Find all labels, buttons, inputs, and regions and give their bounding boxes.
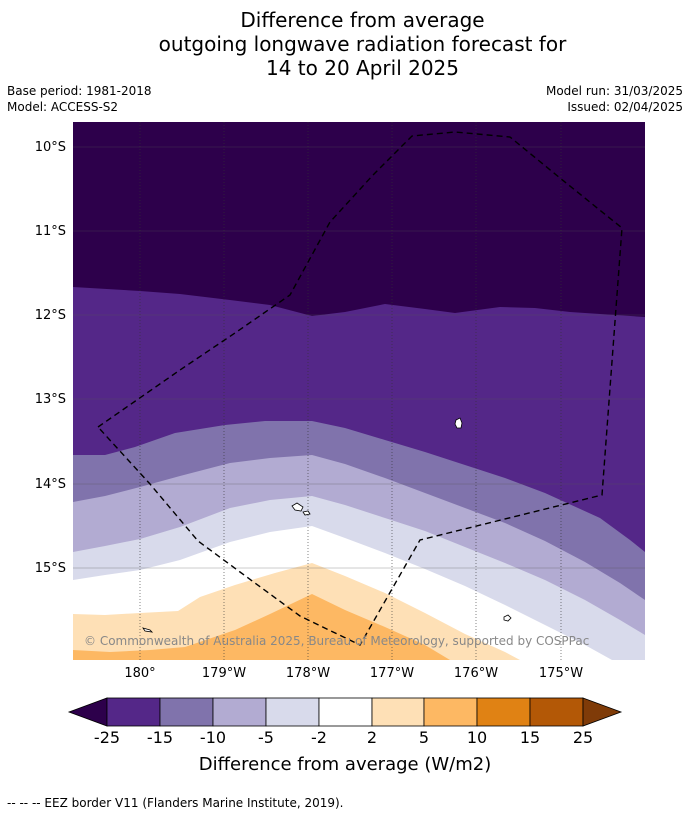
island-west xyxy=(142,627,154,633)
colorbar-tick: 15 xyxy=(520,728,540,747)
colorbar-segment xyxy=(371,697,425,727)
lat-axis-labels: 10°S 11°S 12°S 13°S 14°S 15°S xyxy=(35,140,66,576)
meta-left: Base period: 1981-2018 Model: ACCESS-S2 xyxy=(7,83,152,115)
lon-label: 178°W xyxy=(286,666,330,681)
colorbar xyxy=(67,697,623,727)
lon-label: 179°W xyxy=(202,666,246,681)
colorbar-tick-labels: -25 -15 -10 -5 -2 2 5 10 15 25 xyxy=(94,728,593,747)
colorbar-tick: -10 xyxy=(200,728,226,747)
colorbar-tick: 10 xyxy=(467,728,487,747)
colorbar-extend-high xyxy=(582,697,623,727)
colorbar-segment xyxy=(318,697,373,727)
islands xyxy=(142,417,512,633)
lon-axis-labels: 180° 179°W 178°W 177°W 176°W 175°W xyxy=(124,666,583,681)
island-north xyxy=(454,417,463,429)
island-east xyxy=(503,614,512,622)
colorbar-segment xyxy=(476,697,531,727)
lon-label: 177°W xyxy=(370,666,414,681)
title-line-2: outgoing longwave radiation forecast for xyxy=(158,32,567,56)
colorbar-segment xyxy=(265,697,320,727)
lat-label: 14°S xyxy=(35,477,66,492)
colorbar-segment xyxy=(212,697,267,727)
model-name: Model: ACCESS-S2 xyxy=(7,100,119,114)
island-central xyxy=(291,502,304,512)
colorbar-segment xyxy=(423,697,478,727)
lat-label: 12°S xyxy=(35,308,66,323)
eez-border xyxy=(96,131,623,646)
meta-right: Model run: 31/03/2025 Issued: 02/04/2025 xyxy=(546,83,683,115)
lat-label: 13°S xyxy=(35,392,66,407)
title-line-1: Difference from average xyxy=(240,8,485,32)
colorbar-tick: -15 xyxy=(147,728,173,747)
lat-gridlines xyxy=(73,146,645,569)
colorbar-title: Difference from average (W/m2) xyxy=(199,754,491,775)
lon-label: 176°W xyxy=(454,666,498,681)
island-central-small xyxy=(302,510,311,516)
band-plus5-plus10 xyxy=(73,594,450,660)
colorbar-tick: -2 xyxy=(311,728,327,747)
lat-label: 15°S xyxy=(35,561,66,576)
base-period: Base period: 1981-2018 xyxy=(7,84,152,98)
colorbar-tick: -25 xyxy=(94,728,120,747)
anomaly-field xyxy=(73,122,645,660)
colorbar-segment xyxy=(529,697,584,727)
colorbar-segment xyxy=(159,697,214,727)
colorbar-segment xyxy=(106,697,161,727)
colorbar-tick: 5 xyxy=(419,728,429,747)
copyright-notice: © Commonwealth of Australia 2025, Bureau… xyxy=(84,634,589,648)
map-title: Difference from average outgoing longwav… xyxy=(0,8,690,80)
colorbar-tick: -5 xyxy=(258,728,274,747)
lon-label: 180° xyxy=(124,666,155,681)
issued-date: Issued: 02/04/2025 xyxy=(567,100,683,114)
lat-label: 11°S xyxy=(35,224,66,239)
colorbar-tick: 2 xyxy=(367,728,377,747)
colorbar-tick: 25 xyxy=(573,728,593,747)
lat-label: 10°S xyxy=(35,140,66,155)
lon-label: 175°W xyxy=(539,666,583,681)
colorbar-extend-low xyxy=(67,697,108,727)
title-line-3: 14 to 20 April 2025 xyxy=(265,56,460,80)
eez-legend-note: -- -- -- EEZ border V11 (Flanders Marine… xyxy=(7,796,344,810)
model-run: Model run: 31/03/2025 xyxy=(545,84,683,98)
